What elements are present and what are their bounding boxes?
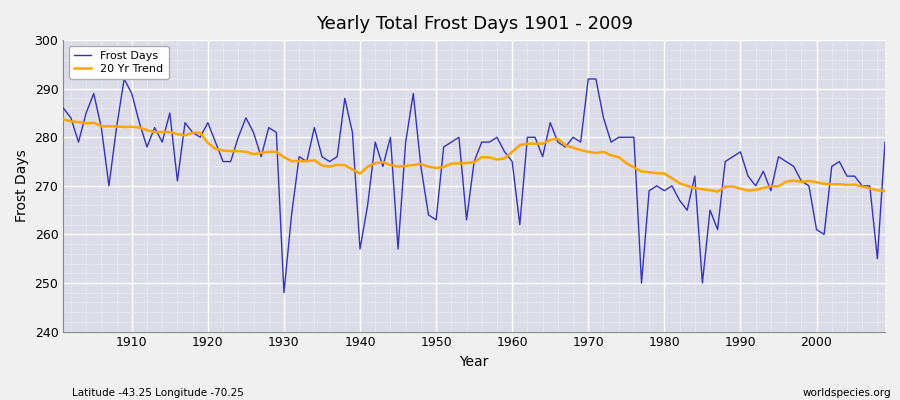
- Frost Days: [126, 91, 137, 96]
- Text: Latitude -43.25 Longitude -70.25: Latitude -43.25 Longitude -70.25: [72, 388, 244, 398]
- Frost Days: [119, 76, 130, 81]
- Frost Days: [613, 135, 624, 140]
- 20 Yr Trend: [332, 162, 343, 167]
- Title: Yearly Total Frost Days 1901 - 2009: Yearly Total Frost Days 1901 - 2009: [316, 15, 633, 33]
- 20 Yr Trend: [119, 125, 130, 130]
- 20 Yr Trend: [712, 189, 723, 194]
- Text: worldspecies.org: worldspecies.org: [803, 388, 891, 398]
- Frost Days: [522, 135, 533, 140]
- 20 Yr Trend: [58, 117, 68, 122]
- Y-axis label: Frost Days: Frost Days: [15, 150, 29, 222]
- Frost Days: [302, 159, 312, 164]
- Frost Days: [58, 106, 68, 110]
- Legend: Frost Days, 20 Yr Trend: Frost Days, 20 Yr Trend: [68, 46, 168, 79]
- 20 Yr Trend: [507, 150, 517, 154]
- 20 Yr Trend: [598, 150, 609, 154]
- Line: 20 Yr Trend: 20 Yr Trend: [63, 119, 885, 192]
- 20 Yr Trend: [500, 156, 510, 161]
- 20 Yr Trend: [879, 189, 890, 194]
- Frost Days: [278, 290, 289, 295]
- X-axis label: Year: Year: [460, 355, 489, 369]
- 20 Yr Trend: [286, 159, 297, 164]
- Line: Frost Days: Frost Days: [63, 79, 885, 293]
- Frost Days: [879, 140, 890, 144]
- Frost Days: [515, 222, 526, 227]
- Frost Days: [347, 130, 358, 135]
